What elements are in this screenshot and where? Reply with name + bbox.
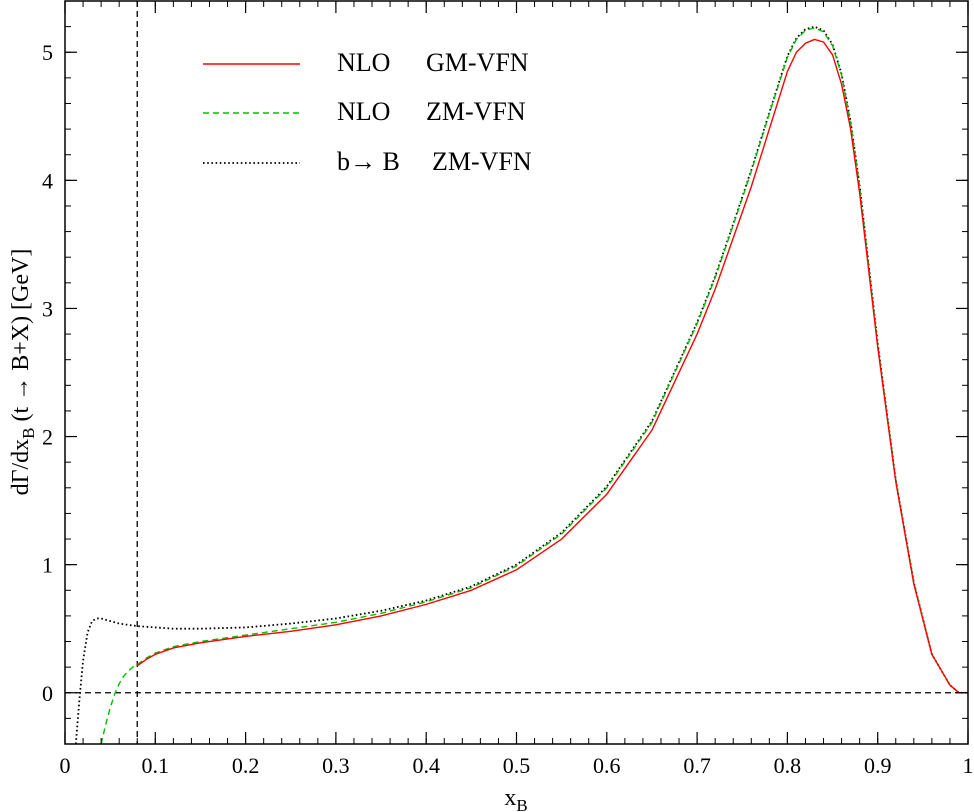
- y-tick-label: 4: [42, 168, 53, 193]
- series-line-b-to-b-zm-vfn: [74, 25, 968, 744]
- y-axis-title-sub: B: [19, 427, 38, 438]
- y-tick-label: 3: [42, 296, 53, 321]
- legend-label-b-to-b-zm-vfn-a: b→ B: [337, 147, 400, 176]
- legend-label-nlo-gm-vfn-b: GM-VFN: [426, 48, 529, 77]
- x-tick-label: 0.3: [322, 753, 350, 778]
- legend: NLO GM-VFN NLO ZM-VFN b→ B ZM-VFN: [203, 48, 532, 176]
- series-line-nlo-zm-vfn: [100, 27, 968, 744]
- y-tick-label: 0: [42, 681, 53, 706]
- x-tick-label: 0.6: [593, 753, 621, 778]
- x-tick-label: 0.9: [864, 753, 892, 778]
- x-tick-label: 0.2: [232, 753, 260, 778]
- x-tick-label: 0: [60, 753, 71, 778]
- legend-label-nlo-gm-vfn-a: NLO: [337, 48, 390, 77]
- series-layer: [74, 25, 968, 744]
- y-axis-title-rest: (t → B+X) [GeV]: [8, 249, 34, 428]
- y-axis-title: dΓ/dxB (t → B+X) [GeV]: [8, 249, 38, 496]
- reference-lines: [65, 1, 968, 744]
- y-axis-title-main: dΓ/dx: [8, 439, 34, 496]
- legend-label-b-to-b-zm-vfn-b: ZM-VFN: [432, 147, 532, 176]
- legend-label-nlo-zm-vfn-a: NLO: [337, 97, 390, 126]
- x-axis-title-main: x: [504, 785, 516, 811]
- y-tick-label: 5: [42, 40, 53, 65]
- x-tick-label: 0.5: [503, 753, 531, 778]
- legend-label-nlo-zm-vfn-b: ZM-VFN: [426, 97, 526, 126]
- y-tick-label: 2: [42, 425, 53, 450]
- y-tick-label: 1: [42, 553, 53, 578]
- x-tick-label: 0.7: [683, 753, 711, 778]
- x-axis-title: xB: [504, 785, 527, 812]
- x-axis-title-sub: B: [516, 796, 527, 812]
- x-tick-label: 1: [963, 753, 974, 778]
- x-tick-label: 0.4: [412, 753, 440, 778]
- series-line-nlo-gm-vfn: [136, 38, 968, 694]
- tick-layer: 0 0.1 0.2 0.3 0.4 0.5 0.6 0.7 0.8 0.9 1 0 1 2 3 4 5: [42, 0, 974, 778]
- x-tick-label: 0.8: [774, 753, 802, 778]
- x-tick-label: 0.1: [142, 753, 170, 778]
